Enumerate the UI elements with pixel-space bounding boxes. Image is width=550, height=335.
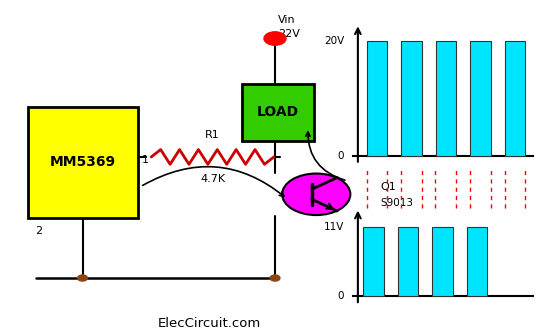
Bar [242, 84, 314, 141]
Text: S9013: S9013 [381, 198, 414, 208]
Bar [470, 41, 491, 156]
Text: 22V: 22V [278, 28, 300, 39]
Text: 20V: 20V [324, 36, 344, 46]
Bar [466, 226, 487, 296]
Text: LOAD: LOAD [257, 105, 299, 119]
Text: t: t [549, 303, 550, 313]
Bar [401, 41, 422, 156]
Bar [504, 41, 525, 156]
Text: Q1: Q1 [381, 182, 397, 192]
Bar [432, 226, 453, 296]
Text: 11V: 11V [324, 221, 344, 231]
Bar [436, 41, 456, 156]
Circle shape [78, 275, 87, 281]
FancyArrowPatch shape [142, 166, 284, 196]
Bar [398, 226, 418, 296]
Text: +: + [269, 31, 281, 45]
Text: 4.7K: 4.7K [200, 174, 225, 184]
FancyArrowPatch shape [306, 132, 345, 180]
Circle shape [270, 275, 280, 281]
Text: 2: 2 [35, 226, 42, 236]
Text: t: t [549, 162, 550, 173]
Circle shape [282, 174, 350, 215]
Bar [363, 226, 384, 296]
Bar [366, 41, 387, 156]
Text: R1: R1 [205, 130, 220, 140]
Text: MM5369: MM5369 [50, 155, 116, 170]
Text: 0: 0 [338, 291, 344, 300]
Text: ElecCircuit.com: ElecCircuit.com [157, 317, 261, 330]
Text: 0: 0 [338, 151, 344, 161]
Circle shape [264, 32, 286, 45]
Text: 1: 1 [142, 155, 149, 165]
Text: Vin: Vin [278, 15, 295, 25]
Bar [28, 107, 138, 218]
